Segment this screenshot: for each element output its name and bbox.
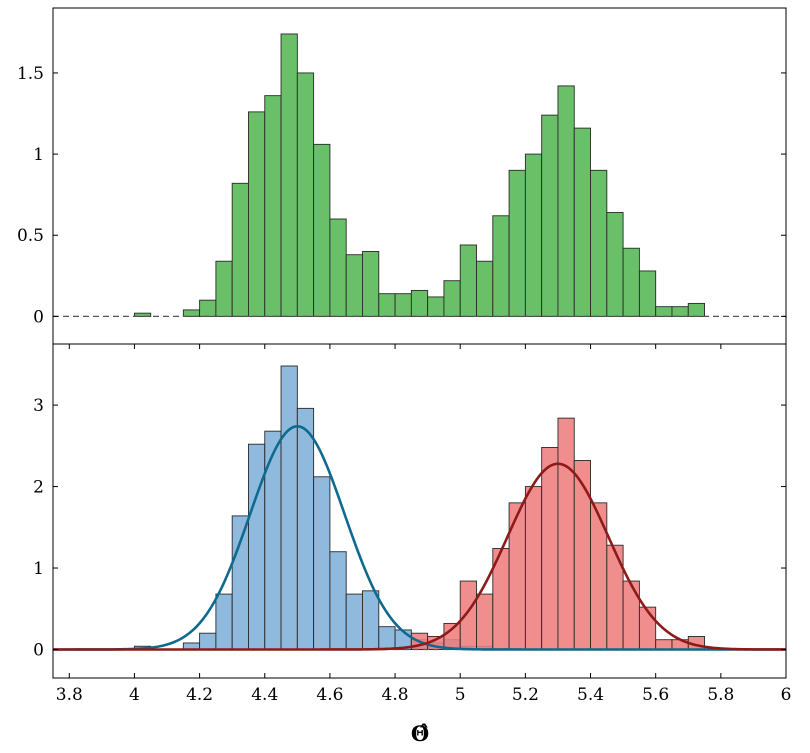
top-series-0-bar-30 (622, 247, 640, 317)
bottom-xtick-label-8: 5.4 (577, 685, 604, 705)
bottom-xtick-label-7: 5.2 (512, 685, 539, 705)
top-series-0-bar-13 (345, 254, 363, 317)
top-series-0-bar-31 (638, 270, 657, 317)
top-series-0-bar-34 (687, 302, 706, 317)
bottom-xtick-label-11: 6 (781, 685, 792, 705)
bottom-series-1-bar-8 (541, 447, 559, 650)
top-series-0-bar-11 (313, 143, 331, 317)
top-series-0-bar-8 (264, 95, 282, 317)
top-series-0-bar-5 (215, 260, 233, 317)
top-series-0-bar-3 (182, 309, 201, 317)
bottom-xtick-label-2: 4.2 (186, 685, 213, 705)
bottom-series-1-bar-15 (655, 639, 673, 650)
bottom-xtick-label-5: 4.8 (382, 685, 409, 705)
bottom-xtick-label-9: 5.6 (642, 685, 669, 705)
top-series-0-bar-21 (476, 260, 494, 317)
top-series-0-bar-28 (590, 169, 608, 317)
bottom-panel: 0 1 2 3 3.8 4 4.2 4.4 4.6 4.8 5 5.2 5.4 5.6 5.8 6 (33, 343, 792, 705)
bottom-ytick-label-2: 2 (33, 478, 44, 498)
bottom-xtick-label-6: 5 (455, 685, 466, 705)
top-series-0-bar-10 (296, 72, 315, 317)
bottom-series-0-bar-7 (248, 443, 266, 650)
top-series-0-bar-24 (524, 153, 543, 317)
top-ytick-label-1: 0.5 (17, 226, 44, 246)
bottom-ytick-label-1: 1 (33, 559, 44, 579)
top-series-0-bar-14 (362, 251, 380, 317)
top-series-0-bar-18 (427, 296, 445, 317)
top-series-0-bar-12 (329, 218, 347, 317)
top-series-0-bar-19 (443, 280, 461, 317)
bottom-plot-frame (52, 343, 787, 679)
bottom-xtick-label-0: 3.8 (56, 685, 83, 705)
bottom-series-0-bar-14 (362, 590, 380, 650)
top-series-0-bar-23 (508, 169, 526, 317)
top-series-0-bar-15 (378, 293, 396, 317)
bottom-series-1-bar-7 (524, 486, 543, 650)
bottom-series-0-bar-15 (378, 626, 396, 650)
top-ytick-label-2: 1 (33, 145, 44, 165)
top-series-0-bar-16 (394, 293, 412, 317)
bottom-series-1-bar-10 (573, 460, 591, 650)
bottom-fit-curve-3 (53, 462, 786, 651)
bottom-xtick-label-4: 4.6 (316, 685, 343, 705)
top-series-0-bar-32 (655, 306, 673, 317)
top-series-0-bar-27 (573, 127, 591, 317)
top-series-0-bar-25 (541, 114, 559, 317)
top-series-0-bar-20 (459, 244, 477, 317)
bottom-xtick-label-1: 4 (129, 685, 140, 705)
bottom-xtick-label-10: 5.8 (707, 685, 734, 705)
top-series-0-bar-6 (231, 182, 249, 317)
top-series-0-bar-7 (248, 111, 266, 317)
bottom-series-0-bar-10 (296, 407, 315, 650)
top-series-0-bar-9 (280, 33, 298, 317)
top-panel: 0 0.5 1 1.5 (17, 7, 787, 345)
bottom-series-0-bar-12 (329, 551, 347, 650)
bottom-series-1-bar-4 (476, 593, 494, 650)
bottom-series-1-bar-9 (557, 417, 575, 650)
bottom-series-1-bar-14 (638, 606, 657, 650)
top-series-0-bar-29 (606, 212, 624, 317)
bottom-series-0-bar-4 (199, 632, 217, 650)
top-series-0-bar-17 (410, 289, 429, 317)
bottom-series-0-bar-13 (345, 593, 363, 650)
bottom-ytick-label-0: 0 (33, 640, 44, 660)
top-series-0-bar-4 (199, 299, 217, 317)
bottom-ytick-label-3: 3 (33, 396, 44, 416)
top-ytick-label-3: 1.5 (17, 64, 44, 84)
top-series-0-bar-33 (671, 306, 689, 317)
x-axis-title: Θ̂ (411, 721, 429, 746)
bottom-series-0-bar-9 (280, 365, 298, 650)
bottom-xtick-label-3: 4.4 (251, 685, 278, 705)
top-series-0-bar-22 (492, 215, 510, 317)
top-series-0-bar-0 (133, 312, 152, 317)
bottom-series-0-bar-6 (231, 515, 249, 650)
top-ytick-label-0: 0 (33, 307, 44, 327)
bottom-fit-curve-2 (53, 424, 786, 651)
bottom-series-0-bar-5 (215, 593, 233, 650)
bottom-series-0-bar-11 (313, 476, 331, 650)
top-series-0-bar-26 (557, 85, 575, 317)
bottom-series-0-bar-8 (264, 430, 282, 650)
bottom-series-1-bar-13 (622, 580, 640, 650)
bottom-series-1-bar-3 (459, 580, 477, 650)
